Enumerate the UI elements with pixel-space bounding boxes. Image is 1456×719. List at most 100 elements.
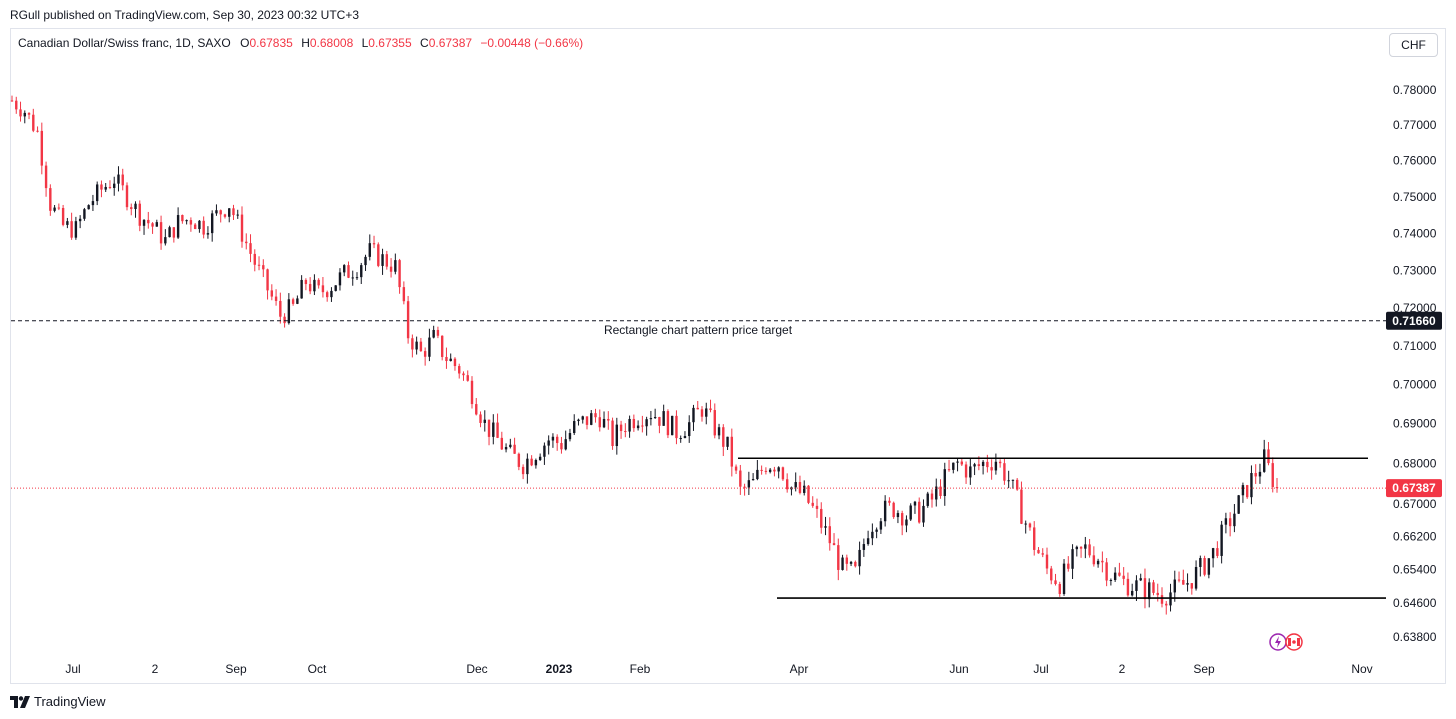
candle-body bbox=[960, 461, 964, 465]
candle-body bbox=[355, 277, 359, 279]
symbol-title[interactable]: Canadian Dollar/Swiss franc, 1D, SAXO bbox=[18, 36, 231, 50]
candle-body bbox=[40, 130, 44, 166]
candle-body bbox=[500, 437, 504, 450]
candle-body bbox=[210, 213, 214, 234]
candle-body bbox=[440, 335, 444, 357]
candle-body bbox=[134, 203, 137, 210]
candle-body bbox=[206, 233, 210, 235]
candle-body bbox=[419, 341, 423, 352]
candle-body bbox=[628, 418, 631, 432]
candle-body bbox=[32, 114, 35, 131]
candle-body bbox=[23, 112, 26, 117]
candle-body bbox=[513, 444, 516, 454]
candle-body bbox=[573, 421, 576, 434]
price-tick-label: 0.76000 bbox=[1393, 154, 1437, 168]
low-value: 0.67355 bbox=[368, 36, 412, 50]
candle-body bbox=[394, 260, 397, 272]
price-tick-label: 0.74000 bbox=[1393, 226, 1437, 240]
time-tick-label: Nov bbox=[1351, 662, 1372, 676]
candle-body bbox=[483, 419, 486, 423]
candle-body bbox=[406, 301, 410, 339]
candle-body bbox=[1058, 584, 1061, 594]
candle-body bbox=[1245, 485, 1249, 498]
candle-body bbox=[1067, 563, 1070, 569]
candle-body bbox=[785, 479, 789, 490]
candle-body bbox=[913, 501, 917, 506]
candle-body bbox=[986, 461, 989, 468]
time-tick-label: 2023 bbox=[546, 662, 573, 676]
candle-body bbox=[108, 186, 112, 188]
footer-brand: TradingView bbox=[10, 694, 106, 709]
candle-body bbox=[1148, 582, 1151, 600]
candle-body bbox=[475, 404, 478, 415]
candle-body bbox=[777, 467, 780, 472]
candle-body bbox=[939, 486, 942, 496]
candle-body bbox=[436, 329, 440, 336]
candle-body bbox=[1224, 518, 1228, 525]
candle-body bbox=[385, 254, 389, 267]
candle-body bbox=[964, 464, 968, 478]
candle-body bbox=[249, 243, 252, 254]
candle-body bbox=[756, 469, 759, 480]
candle-body bbox=[411, 338, 414, 350]
flag-band-left bbox=[1288, 638, 1291, 646]
time-tick-label: 2 bbox=[1119, 662, 1126, 676]
candle-body bbox=[858, 549, 861, 567]
candle-body bbox=[189, 220, 193, 225]
candle-body bbox=[330, 290, 333, 298]
candle-body bbox=[619, 424, 623, 432]
price-tick-label: 0.77000 bbox=[1393, 118, 1437, 132]
candle-body bbox=[794, 482, 797, 488]
candle-body bbox=[338, 272, 342, 286]
candle-body bbox=[466, 375, 469, 381]
candle-body bbox=[172, 227, 176, 238]
currency-button[interactable]: CHF bbox=[1389, 33, 1438, 57]
time-tick-label: Jun bbox=[949, 662, 968, 676]
candle-body bbox=[832, 543, 836, 546]
candle-body bbox=[91, 201, 95, 206]
candle-body bbox=[36, 130, 39, 132]
candle-body bbox=[121, 174, 124, 186]
candle-body bbox=[168, 227, 171, 238]
candle-body bbox=[1096, 560, 1100, 565]
candle-body bbox=[798, 482, 802, 493]
candle-body bbox=[1199, 558, 1202, 567]
footer-brand-label: TradingView bbox=[34, 694, 106, 709]
candle-body bbox=[918, 501, 921, 523]
candle-body bbox=[27, 112, 31, 115]
candle-body bbox=[1088, 544, 1091, 556]
candle-body bbox=[849, 561, 853, 564]
candle-body bbox=[726, 436, 729, 447]
candle-body bbox=[402, 287, 406, 302]
candle-body bbox=[713, 410, 716, 436]
candle-body bbox=[611, 420, 614, 447]
candle-body bbox=[905, 519, 908, 526]
candle-body bbox=[751, 479, 755, 481]
time-tick-label: Dec bbox=[466, 662, 487, 676]
time-tick-label: 2 bbox=[152, 662, 159, 676]
candle-body bbox=[1101, 560, 1104, 563]
candle-body bbox=[977, 464, 981, 467]
candle-body bbox=[325, 292, 329, 298]
candle-body bbox=[1263, 449, 1266, 472]
price-tick-label: 0.71000 bbox=[1393, 339, 1437, 353]
candle-body bbox=[722, 427, 725, 447]
candle-body bbox=[1190, 583, 1194, 589]
candle-body bbox=[534, 460, 538, 466]
candle-body bbox=[807, 485, 810, 503]
candle-body bbox=[308, 284, 312, 292]
candle-body bbox=[283, 316, 286, 324]
candle-body bbox=[228, 208, 231, 217]
candle-body bbox=[841, 557, 844, 570]
candle-body bbox=[377, 244, 380, 266]
candle-body bbox=[176, 215, 180, 238]
candle-body bbox=[700, 409, 704, 417]
candle-body bbox=[1186, 583, 1189, 585]
candle-body bbox=[658, 416, 661, 426]
candle-body bbox=[624, 431, 627, 433]
candle-body bbox=[70, 221, 73, 238]
candle-body bbox=[926, 493, 929, 506]
candle-body bbox=[509, 444, 512, 448]
candle-body bbox=[223, 214, 227, 217]
